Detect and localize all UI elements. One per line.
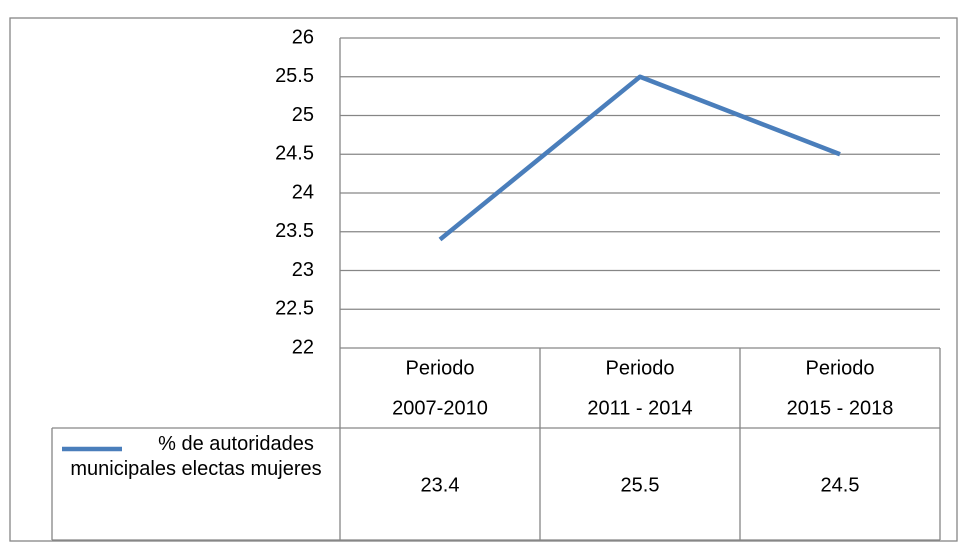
line-series	[438, 74, 841, 242]
x-tick-label: 2015 - 2018	[787, 397, 894, 419]
x-tick-label: Periodo	[406, 357, 475, 379]
y-tick-label: 22	[292, 336, 314, 358]
y-tick-label: 25	[292, 104, 314, 126]
y-tick-label: 24	[292, 181, 314, 203]
x-tick-label: Periodo	[806, 357, 875, 379]
x-tick-label: 2011 - 2014	[587, 397, 692, 419]
y-tick-label: 26	[292, 26, 314, 48]
table-value: 25.5	[621, 474, 660, 496]
y-tick-label: 23	[292, 259, 314, 281]
table-value: 23.4	[421, 474, 460, 496]
legend-label: % de autoridades municipales electas muj…	[70, 433, 322, 480]
table-value: 24.5	[821, 474, 860, 496]
y-tick-label: 23.5	[275, 220, 314, 242]
x-tick-label: Periodo	[606, 357, 675, 379]
legend-box: % de autoridades municipales electas muj…	[70, 433, 322, 480]
y-tick-label: 24.5	[275, 143, 314, 165]
x-tick-label: 2007-2010	[392, 397, 488, 419]
y-tick-label: 22.5	[275, 298, 314, 320]
y-tick-label: 25.5	[275, 65, 314, 87]
chart-border	[9, 17, 958, 542]
